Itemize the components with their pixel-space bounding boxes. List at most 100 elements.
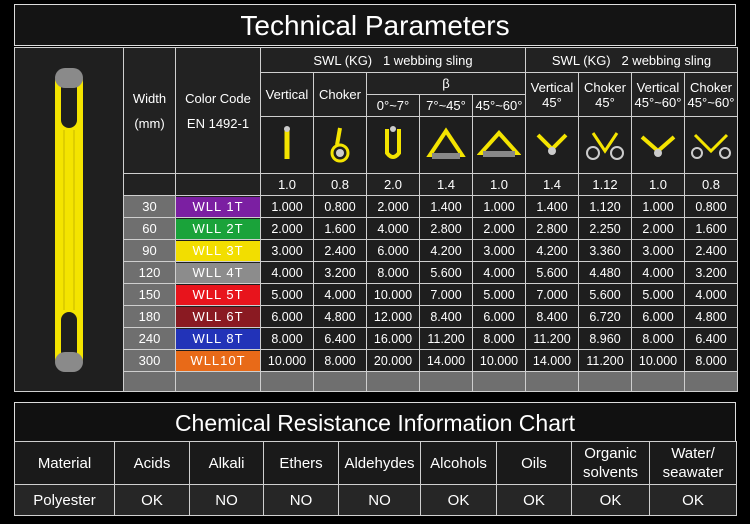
swl-value: 2.400 [684,239,738,262]
swl-value: 8.000 [631,327,685,350]
resistance-value: OK [649,484,737,516]
swl-value: 7.000 [525,283,579,306]
blank-cell [366,371,420,392]
swl-value: 6.400 [313,327,367,350]
swl-value: 1.120 [578,195,632,218]
swl-value: 1.000 [631,195,685,218]
two-leg-choker-angle: 45° [595,94,615,110]
table-row: 30 WLL 1T 1.000 0.800 2.000 1.400 1.000 1.400 1.… [15,195,738,218]
swl-value: 6.000 [472,305,526,328]
load-factor: 1.12 [578,173,632,196]
width-cell: 30 [123,195,176,218]
two-leg-choker-icon [580,125,631,165]
swl-value: 16.000 [366,327,420,350]
choker-lift-diagram [313,116,367,174]
blank-cell [260,371,314,392]
wll-badge: WLL 1T [176,196,260,217]
load-factor: 1.4 [419,173,473,196]
chem-header-cell: Alkali [189,441,264,485]
swl-value: 2.000 [260,217,314,240]
chem-header-cell: Water/seawater [649,441,737,485]
color-code-cell: WLL 3T [175,239,261,262]
chem-header-line1: Organic [584,445,637,462]
two-leg-vertical-diagram [525,116,579,174]
swl-value: 4.000 [684,283,738,306]
two-leg-choker-60-header: Choker 45°~60° [684,72,738,117]
swl-value: 1.400 [525,195,579,218]
resistance-value: NO [338,484,421,516]
chem-header-cell: Organic solvents [571,441,650,485]
swl-value: 5.000 [631,283,685,306]
blank-cell [175,371,261,392]
wll-badge: WLL 4T [176,262,260,283]
choker-lift-icon [315,125,366,165]
swl-value: 11.200 [578,349,632,372]
material-cell: Polyester [14,484,115,516]
vertical-header: Vertical [260,72,314,117]
swl-value: 20.000 [366,349,420,372]
chem-header-line2: seawater [662,464,724,481]
swl-value: 1.000 [260,195,314,218]
two-leg-choker-diagram [578,116,632,174]
color-code-cell: WLL10T [175,349,261,372]
swl-value: 8.000 [260,327,314,350]
blank-cell [419,371,473,392]
swl-value: 5.000 [472,283,526,306]
swl-value: 8.000 [313,349,367,372]
chem-header-cell: Ethers [263,441,339,485]
swl-value: 8.000 [366,261,420,284]
color-code-header: Color Code EN 1492-1 [175,47,261,174]
width-cell: 300 [123,349,176,372]
technical-parameters-table: Width (mm) Color Code EN 1492-1 SWL (KG)… [14,47,738,392]
width-unit: (mm) [134,115,165,131]
two-leg-choker-60-angle: 45°~60° [687,94,735,110]
width-cell: 90 [123,239,176,262]
swl-value: 4.000 [472,261,526,284]
blank-row [15,371,738,392]
swl-value: 1.600 [684,217,738,240]
swl-value: 8.400 [525,305,579,328]
swl-value: 8.960 [578,327,632,350]
vertical-lift-diagram [260,116,314,174]
basket-lift-icon [368,125,419,165]
basket-45-60-icon [474,125,525,165]
swl-value: 4.000 [631,261,685,284]
factor-blank-2 [175,173,261,196]
swl-value: 1.000 [472,195,526,218]
beta-range-0-7: 0°~7° [366,94,420,117]
color-code-cell: WLL 2T [175,217,261,240]
blank-cell [525,371,579,392]
two-leg-choker-label: Choker [584,79,626,95]
swl-value: 5.000 [260,283,314,306]
two-leg-vertical-60-angle: 45°~60° [634,94,682,110]
blank-cell [472,371,526,392]
swl-value: 11.200 [419,327,473,350]
chem-header-cell: Oils [496,441,572,485]
swl-value: 7.000 [419,283,473,306]
chemical-resistance-table: Material Acids Alkali Ethers Aldehydes Alcoho… [14,441,737,516]
webbing-sling-icon [55,67,83,372]
load-factor: 1.0 [631,173,685,196]
swl-value: 10.000 [472,349,526,372]
chem-header-line2: solvents [582,464,639,481]
chem-header-line1: Material [37,454,92,472]
chem-header-cell: Aldehydes [338,441,421,485]
swl-value: 6.000 [260,305,314,328]
load-factor: 1.0 [260,173,314,196]
basket-lift-diagram [366,116,420,174]
swl-value: 6.720 [578,305,632,328]
wll-badge: WLL 3T [176,240,260,261]
blank-cell [684,371,738,392]
swl-value: 3.000 [260,239,314,262]
width-cell: 150 [123,283,176,306]
swl-value: 3.360 [578,239,632,262]
width-header: Width (mm) [123,47,176,174]
basket-7-45-icon [421,125,472,165]
beta-header: β [366,72,526,95]
swl-value: 10.000 [260,349,314,372]
color-code-label: Color Code [185,90,251,106]
resistance-value: NO [263,484,339,516]
width-label: Width [132,90,167,106]
swl-value: 4.200 [419,239,473,262]
swl-value: 8.400 [419,305,473,328]
